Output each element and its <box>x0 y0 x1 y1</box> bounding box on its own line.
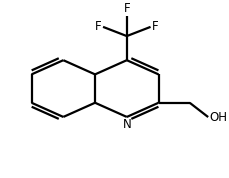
Text: F: F <box>95 20 101 33</box>
Text: N: N <box>122 118 131 131</box>
Text: F: F <box>151 20 158 33</box>
Text: OH: OH <box>209 111 226 124</box>
Text: F: F <box>123 2 130 15</box>
